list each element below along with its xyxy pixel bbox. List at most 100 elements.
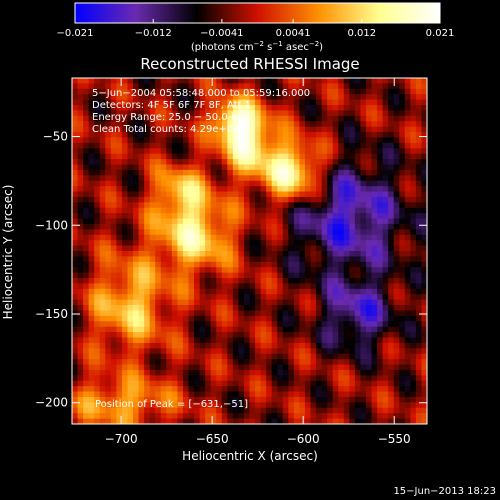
heatmap-cell xyxy=(255,191,262,198)
heatmap-cell xyxy=(271,83,278,90)
heatmap-cell xyxy=(293,121,301,128)
heatmap-cell xyxy=(399,353,406,360)
heatmap-cell xyxy=(199,240,206,247)
heatmap-cell xyxy=(365,288,373,295)
heatmap-cell xyxy=(83,369,90,376)
heatmap-cell xyxy=(371,375,378,382)
heatmap-cell xyxy=(327,369,334,376)
heatmap-cell xyxy=(282,234,289,241)
heatmap-cell xyxy=(371,164,378,171)
heatmap-cell xyxy=(327,169,334,176)
heatmap-cell xyxy=(360,202,367,209)
heatmap-cell xyxy=(94,375,101,382)
heatmap-cell xyxy=(216,294,223,301)
heatmap-cell xyxy=(116,88,123,95)
heatmap-cell xyxy=(177,105,184,112)
heatmap-cell xyxy=(393,310,400,317)
heatmap-cell xyxy=(149,223,156,230)
heatmap-cell xyxy=(243,418,251,424)
heatmap-cell xyxy=(105,332,112,339)
heatmap-cell xyxy=(299,196,306,203)
heatmap-cell xyxy=(304,115,312,122)
heatmap-cell xyxy=(72,256,79,263)
heatmap-cell xyxy=(160,315,167,322)
heatmap-cell xyxy=(149,159,156,166)
heatmap-cell xyxy=(349,413,356,420)
heatmap-cell xyxy=(260,142,267,149)
heatmap-cell xyxy=(83,78,90,85)
heatmap-cell xyxy=(349,94,356,101)
heatmap-cell xyxy=(110,386,117,393)
heatmap-cell xyxy=(271,196,278,203)
heatmap-cell xyxy=(182,148,190,155)
heatmap-cell xyxy=(205,213,212,220)
heatmap-cell xyxy=(327,110,334,117)
heatmap-cell xyxy=(94,180,101,187)
heatmap-cell xyxy=(177,364,184,371)
heatmap-cell xyxy=(310,83,317,90)
heatmap-cell xyxy=(149,83,156,90)
heatmap-cell xyxy=(349,191,356,198)
heatmap-cell xyxy=(321,121,328,128)
heatmap-cell xyxy=(116,223,123,230)
heatmap-cell xyxy=(110,418,117,424)
heatmap-cell xyxy=(205,196,212,203)
heatmap-cell xyxy=(354,115,362,122)
heatmap-cell xyxy=(210,267,217,274)
heatmap-cell xyxy=(304,213,312,220)
heatmap-cell xyxy=(238,288,245,295)
heatmap-cell xyxy=(88,321,95,328)
heatmap-cell xyxy=(166,418,173,424)
heatmap-cell xyxy=(382,310,389,317)
heatmap-cell xyxy=(299,386,306,393)
heatmap-cell xyxy=(282,337,289,344)
heatmap-cell xyxy=(310,88,317,95)
heatmap-cell xyxy=(227,310,234,317)
heatmap-cell xyxy=(399,272,406,279)
heatmap-cell xyxy=(227,337,234,344)
heatmap-cell xyxy=(121,196,129,203)
heatmap-cell xyxy=(166,105,173,112)
heatmap-cell xyxy=(227,348,234,355)
heatmap-cell xyxy=(338,256,345,263)
heatmap-cell xyxy=(127,132,134,139)
heatmap-cell xyxy=(77,142,84,149)
heatmap-cell xyxy=(371,380,378,387)
heatmap-cell xyxy=(88,283,95,290)
heatmap-cell xyxy=(316,94,323,101)
heatmap-cell xyxy=(243,305,251,312)
heatmap-cell xyxy=(349,267,356,274)
heatmap-cell xyxy=(232,186,240,193)
heatmap-cell xyxy=(343,321,350,328)
heatmap-cell xyxy=(338,337,345,344)
heatmap-cell xyxy=(332,213,339,220)
heatmap-cell xyxy=(377,353,384,360)
heatmap-cell xyxy=(404,359,411,366)
heatmap-cell xyxy=(277,407,284,414)
heatmap-cell xyxy=(365,407,373,414)
heatmap-cell xyxy=(232,375,240,382)
heatmap-cell xyxy=(182,332,190,339)
heatmap-cell xyxy=(255,202,262,209)
heatmap-cell xyxy=(99,407,106,414)
heatmap-cell xyxy=(266,261,273,268)
heatmap-cell xyxy=(310,375,317,382)
heatmap-cell xyxy=(144,418,151,424)
heatmap-cell xyxy=(182,380,190,387)
heatmap-cell xyxy=(304,121,312,128)
heatmap-cell xyxy=(404,251,411,258)
heatmap-cell xyxy=(382,386,389,393)
heatmap-cell xyxy=(271,364,278,371)
heatmap-cell xyxy=(205,132,212,139)
heatmap-cell xyxy=(354,315,362,322)
heatmap-cell xyxy=(410,348,417,355)
heatmap-cell xyxy=(210,115,217,122)
heatmap-cell xyxy=(227,294,234,301)
heatmap-cell xyxy=(371,202,378,209)
heatmap-cell xyxy=(410,413,417,420)
heatmap-cell xyxy=(88,396,95,403)
heatmap-cell xyxy=(127,332,134,339)
heatmap-cell xyxy=(249,288,256,295)
heatmap-cell xyxy=(332,359,339,366)
heatmap-cell xyxy=(182,159,190,166)
